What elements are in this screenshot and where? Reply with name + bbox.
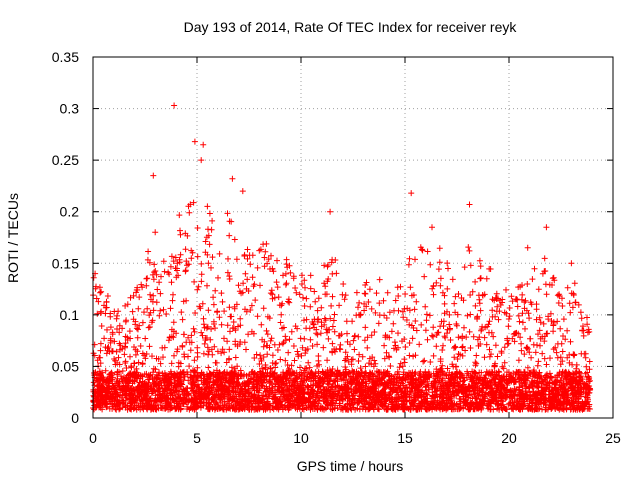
- x-tick-label: 25: [605, 430, 621, 446]
- axis-ticks: [92, 56, 614, 419]
- scatter-markers: [90, 102, 594, 413]
- chart-title: Day 193 of 2014, Rate Of TEC Index for r…: [184, 19, 518, 35]
- y-tick-label: 0.2: [60, 204, 80, 220]
- y-tick-label: 0.05: [52, 358, 79, 374]
- y-tick-labels: 0 0.05 0.1 0.15 0.2 0.25 0.3 0.35: [52, 49, 79, 426]
- y-tick-label: 0.3: [60, 101, 80, 117]
- data-points: [90, 102, 594, 413]
- y-tick-label: 0.1: [60, 307, 80, 323]
- y-tick-label: 0.15: [52, 255, 79, 271]
- x-tick-labels: 0 5 10 15 20 25: [89, 430, 621, 446]
- grid-lines: [93, 57, 613, 418]
- y-axis-label: ROTI / TECUs: [5, 193, 21, 283]
- x-tick-label: 0: [89, 430, 97, 446]
- x-tick-label: 15: [397, 430, 413, 446]
- x-tick-label: 10: [293, 430, 309, 446]
- y-tick-label: 0.35: [52, 49, 79, 65]
- plot-frame: [92, 56, 614, 419]
- y-tick-label: 0.25: [52, 152, 79, 168]
- x-tick-label: 5: [193, 430, 201, 446]
- x-tick-label: 20: [501, 430, 517, 446]
- y-tick-label: 0: [71, 410, 79, 426]
- x-axis-label: GPS time / hours: [297, 458, 404, 474]
